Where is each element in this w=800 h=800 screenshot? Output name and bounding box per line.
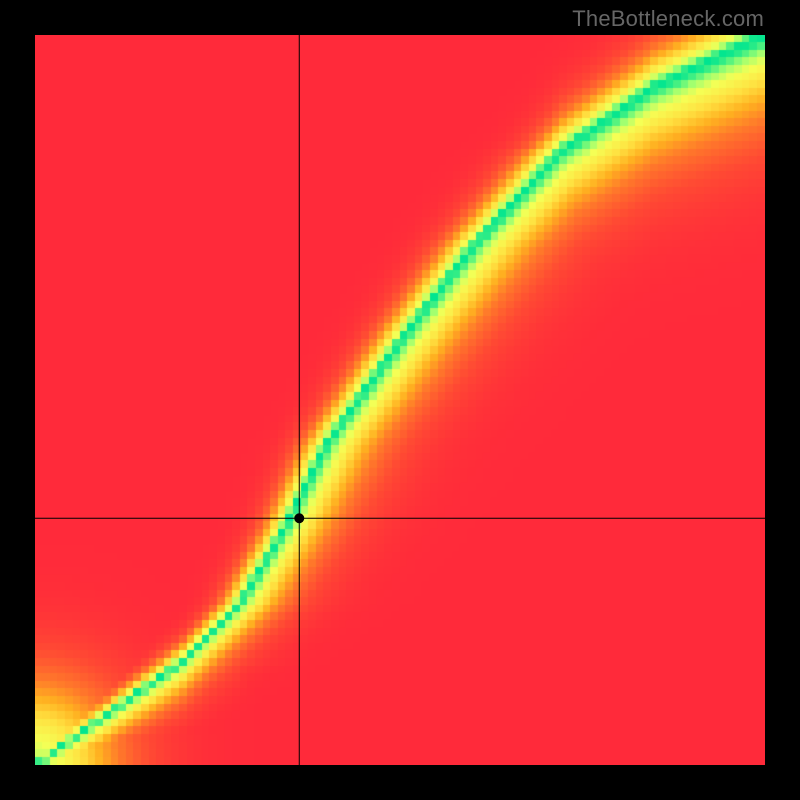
watermark-text: TheBottleneck.com <box>572 6 764 32</box>
bottleneck-heatmap <box>35 35 765 765</box>
chart-container: TheBottleneck.com <box>0 0 800 800</box>
